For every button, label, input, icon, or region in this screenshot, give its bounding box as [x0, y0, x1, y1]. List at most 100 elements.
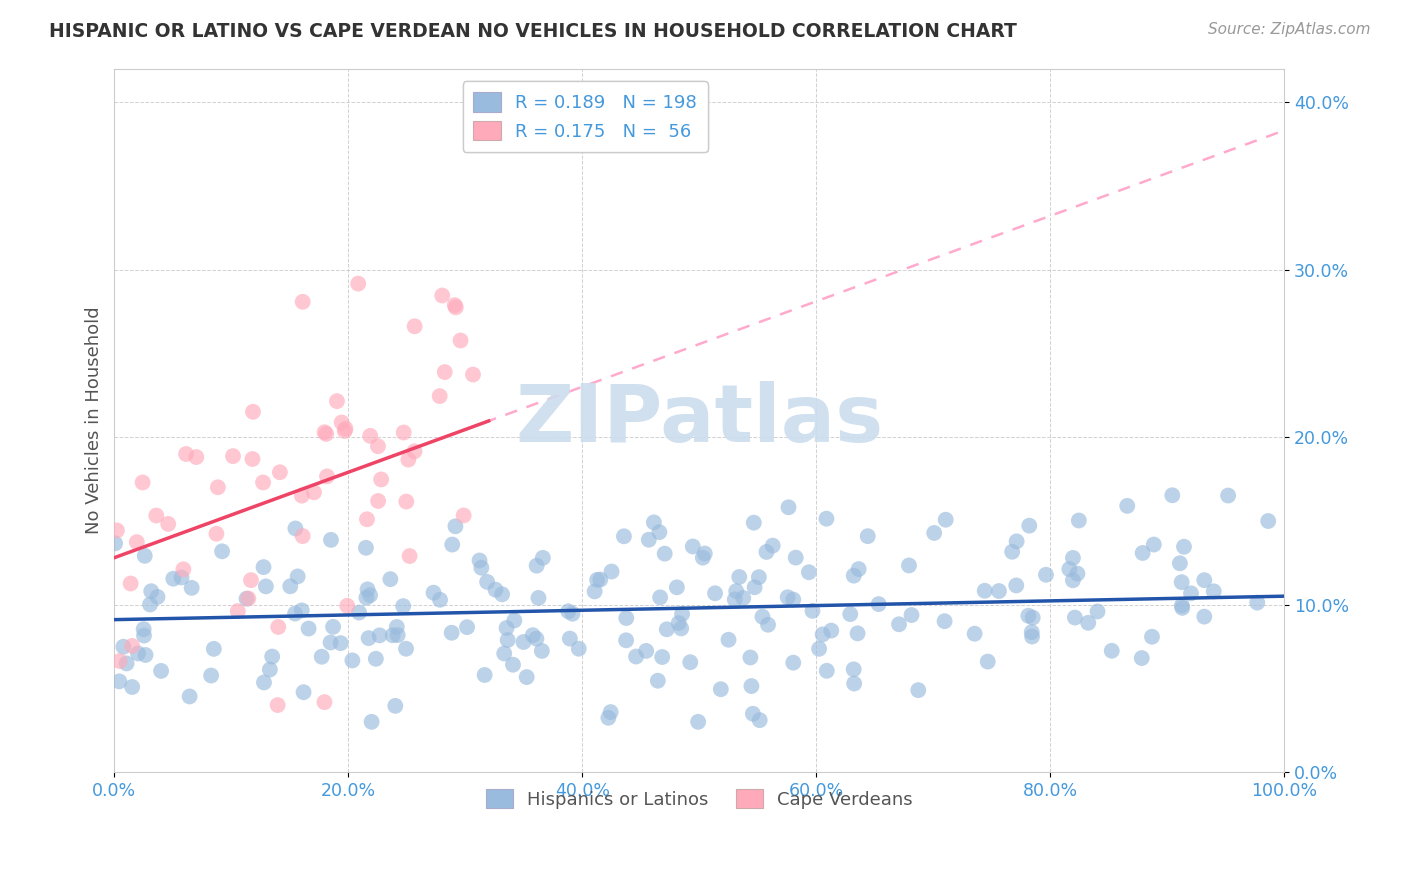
- Point: [887, 617, 910, 632]
- Point: [811, 627, 834, 641]
- Point: [364, 652, 387, 666]
- Point: [238, 591, 260, 606]
- Point: [669, 621, 692, 635]
- Point: [367, 494, 389, 508]
- Point: [613, 529, 636, 543]
- Point: [474, 668, 496, 682]
- Point: [778, 500, 800, 515]
- Point: [297, 622, 319, 636]
- Point: [782, 656, 804, 670]
- Point: [172, 562, 194, 576]
- Point: [235, 591, 257, 606]
- Point: [655, 622, 678, 636]
- Point: [1194, 573, 1216, 587]
- Point: [900, 608, 922, 623]
- Point: [516, 670, 538, 684]
- Point: [614, 611, 637, 625]
- Point: [108, 674, 131, 689]
- Point: [1161, 488, 1184, 502]
- Point: [392, 425, 415, 440]
- Point: [512, 635, 534, 649]
- Point: [1021, 630, 1043, 644]
- Point: [396, 452, 419, 467]
- Point: [336, 599, 359, 613]
- Point: [398, 549, 420, 563]
- Point: [1021, 610, 1043, 624]
- Point: [112, 640, 135, 654]
- Point: [141, 584, 163, 599]
- Point: [359, 588, 381, 602]
- Point: [291, 603, 314, 617]
- Point: [1035, 567, 1057, 582]
- Point: [1180, 586, 1202, 600]
- Point: [108, 654, 131, 668]
- Point: [724, 592, 747, 607]
- Point: [987, 584, 1010, 599]
- Point: [808, 641, 831, 656]
- Point: [269, 465, 291, 479]
- Point: [1202, 584, 1225, 599]
- Text: HISPANIC OR LATINO VS CAPE VERDEAN NO VEHICLES IN HOUSEHOLD CORRELATION CHART: HISPANIC OR LATINO VS CAPE VERDEAN NO VE…: [49, 22, 1017, 41]
- Point: [741, 706, 763, 721]
- Point: [404, 319, 426, 334]
- Point: [922, 525, 945, 540]
- Point: [842, 662, 865, 676]
- Point: [292, 685, 315, 699]
- Point: [1062, 574, 1084, 588]
- Point: [848, 562, 870, 576]
- Point: [776, 591, 799, 605]
- Point: [287, 569, 309, 583]
- Point: [404, 444, 426, 458]
- Point: [222, 449, 245, 463]
- Point: [470, 560, 492, 574]
- Point: [335, 422, 357, 436]
- Point: [125, 535, 148, 549]
- Point: [568, 641, 591, 656]
- Point: [450, 334, 472, 348]
- Point: [820, 624, 842, 638]
- Point: [356, 582, 378, 597]
- Point: [755, 545, 778, 559]
- Point: [205, 526, 228, 541]
- Point: [456, 620, 478, 634]
- Point: [429, 389, 451, 403]
- Point: [354, 541, 377, 555]
- Point: [461, 368, 484, 382]
- Point: [356, 512, 378, 526]
- Point: [527, 591, 550, 605]
- Point: [815, 664, 838, 678]
- Point: [380, 572, 402, 586]
- Point: [1064, 610, 1087, 624]
- Point: [131, 475, 153, 490]
- Point: [1143, 537, 1166, 551]
- Point: [1005, 534, 1028, 549]
- Point: [121, 680, 143, 694]
- Point: [530, 644, 553, 658]
- Point: [1087, 605, 1109, 619]
- Point: [496, 633, 519, 648]
- Point: [180, 581, 202, 595]
- Point: [429, 592, 451, 607]
- Point: [1017, 608, 1039, 623]
- Point: [387, 628, 409, 642]
- Point: [704, 586, 727, 600]
- Point: [963, 626, 986, 640]
- Point: [157, 516, 180, 531]
- Point: [347, 277, 370, 291]
- Point: [484, 582, 506, 597]
- Point: [583, 584, 606, 599]
- Point: [433, 365, 456, 379]
- Point: [815, 511, 838, 525]
- Point: [599, 705, 621, 719]
- Point: [679, 655, 702, 669]
- Point: [132, 622, 155, 636]
- Point: [330, 416, 353, 430]
- Point: [1062, 551, 1084, 566]
- Point: [252, 475, 274, 490]
- Point: [598, 711, 620, 725]
- Point: [717, 632, 740, 647]
- Point: [665, 580, 688, 594]
- Point: [356, 591, 378, 605]
- Point: [785, 550, 807, 565]
- Point: [733, 591, 755, 605]
